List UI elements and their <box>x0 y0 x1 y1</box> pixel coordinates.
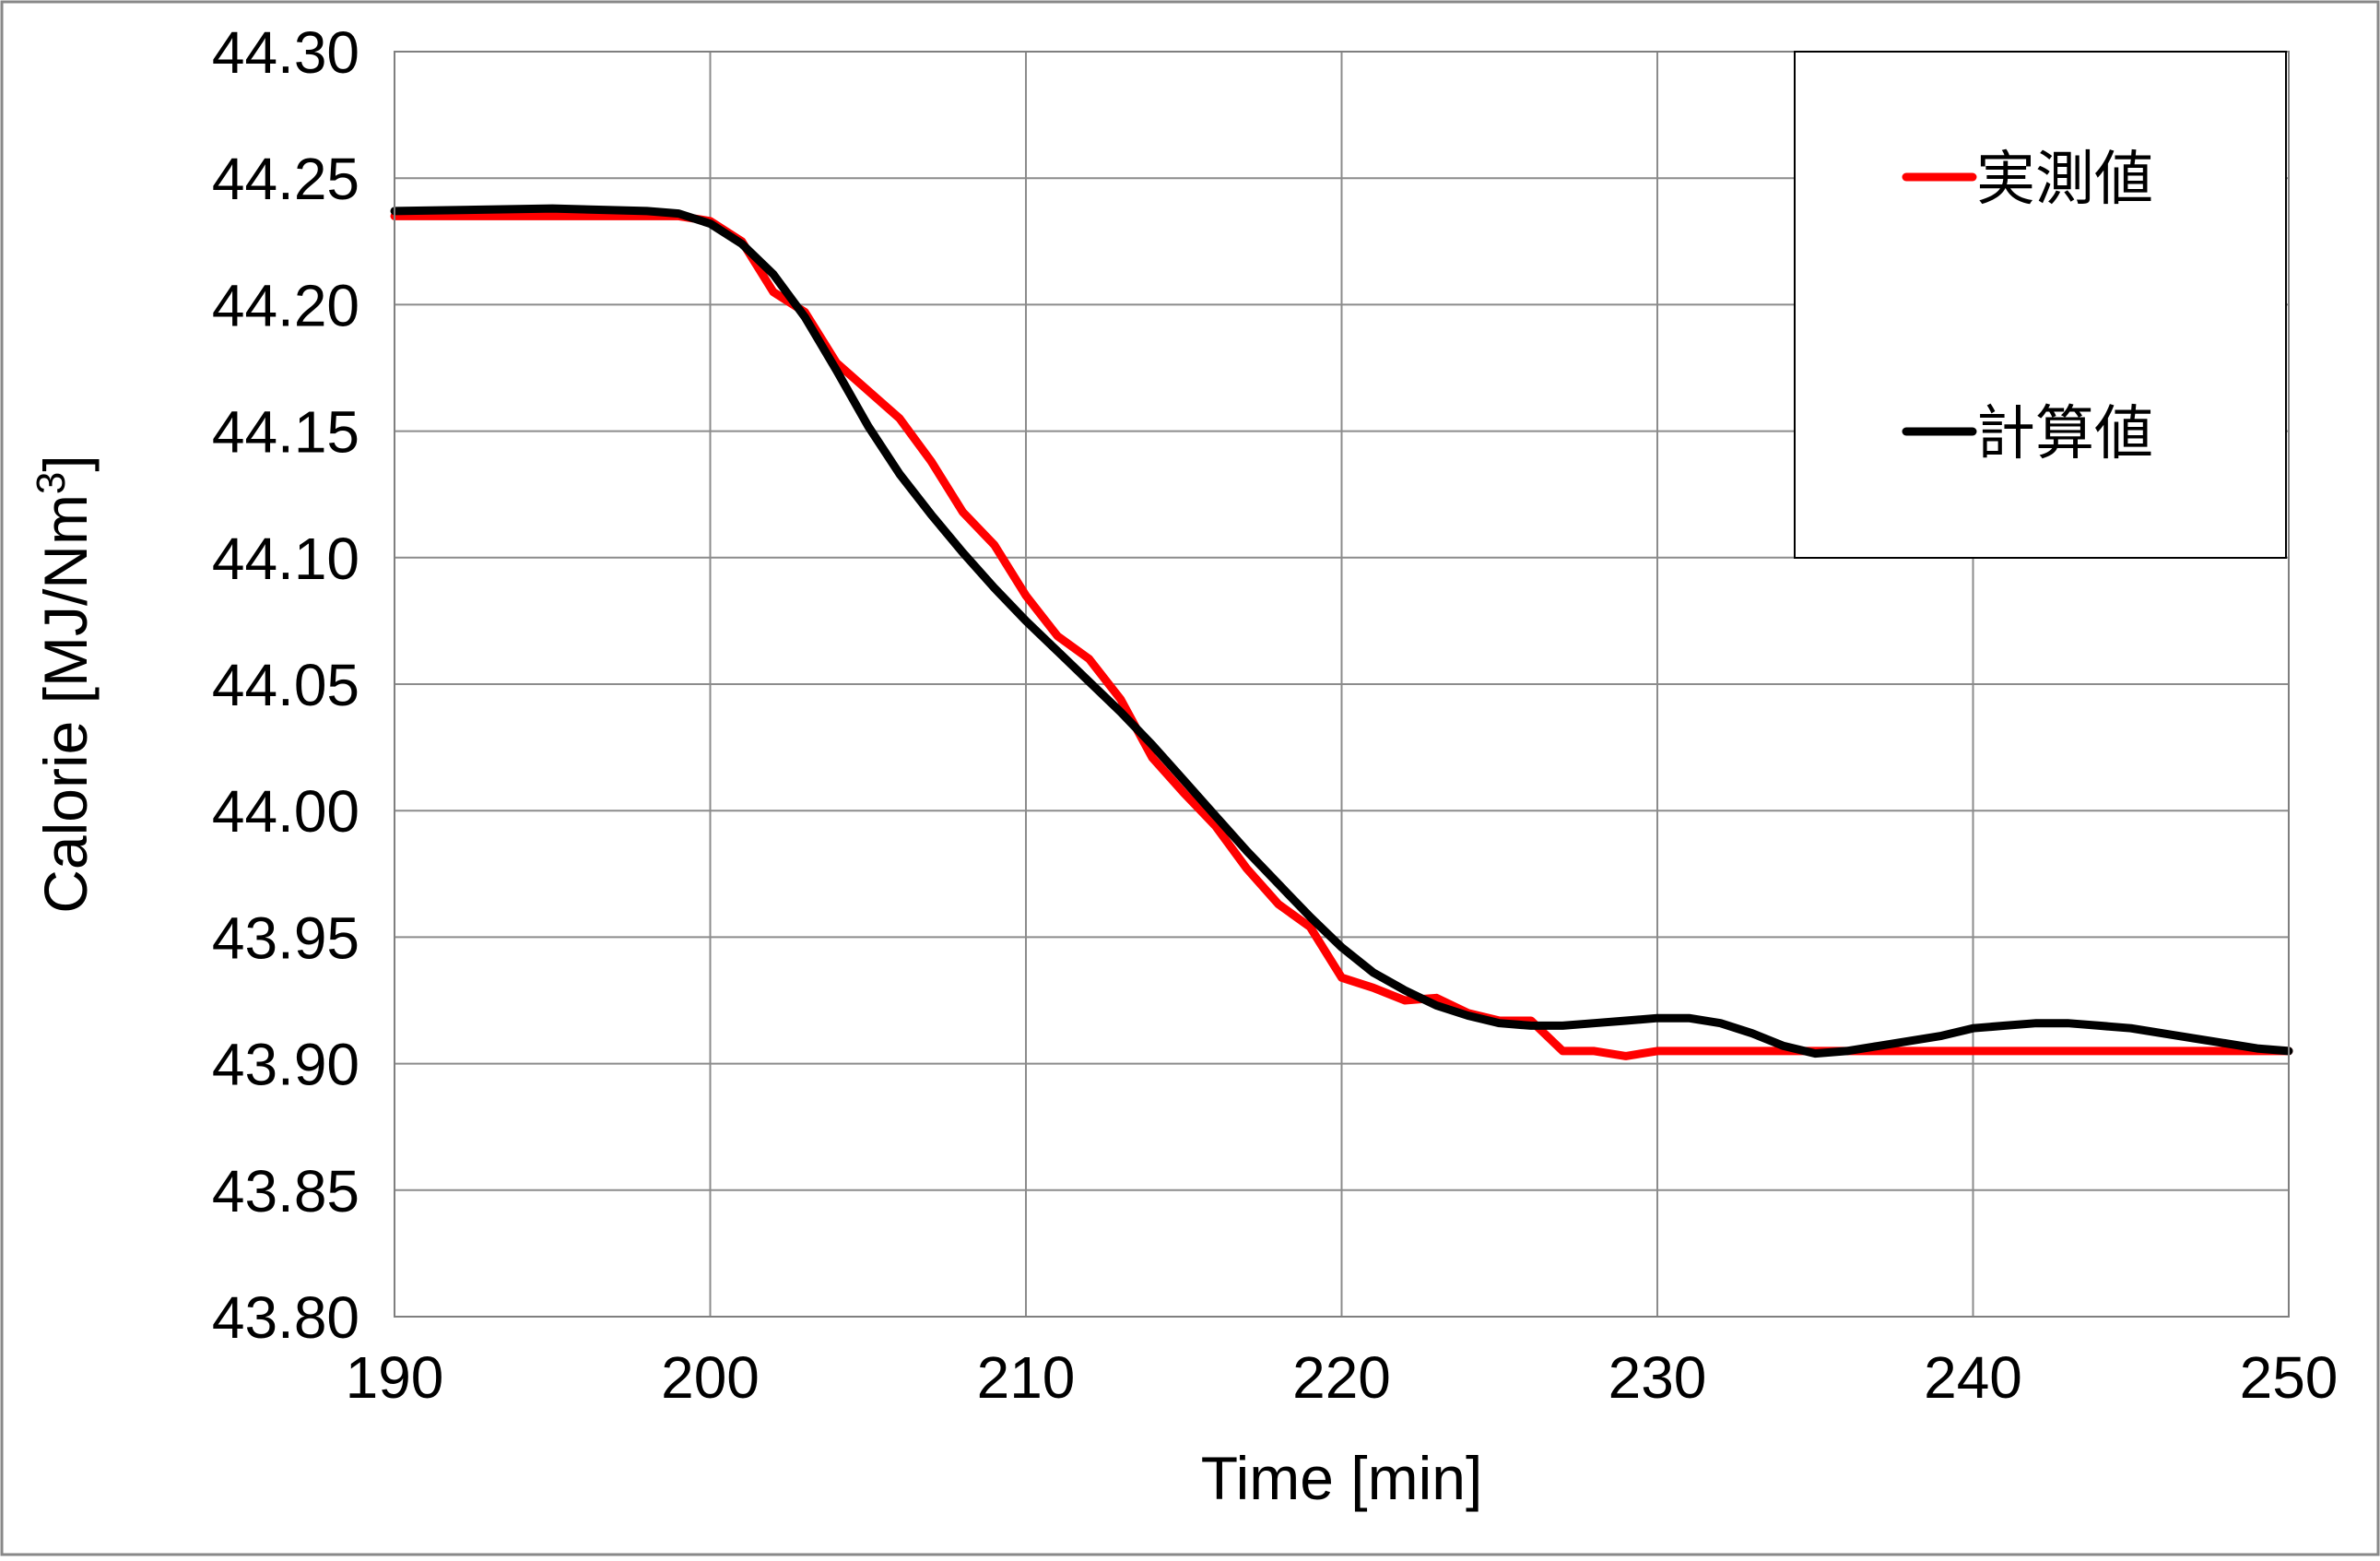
y-tick-label: 43.95 <box>212 905 359 971</box>
series-lines <box>390 204 2293 1060</box>
series-line <box>390 204 2293 1058</box>
plot-area-frame <box>394 51 2290 1318</box>
y-tick-label: 43.90 <box>212 1032 359 1098</box>
y-tick-label: 44.15 <box>212 399 359 466</box>
legend-box <box>1794 51 2287 559</box>
y-tick-label: 44.30 <box>212 19 359 86</box>
x-axis-label: Time [min] <box>1201 1444 1483 1512</box>
y-axis-label-suffix: ] <box>31 455 100 471</box>
y-tick-label: 44.00 <box>212 778 359 845</box>
y-tick-label: 44.20 <box>212 272 359 338</box>
x-tick-label: 210 <box>977 1344 1076 1411</box>
x-tick-label: 200 <box>661 1344 760 1411</box>
x-tick-label: 240 <box>1924 1344 2022 1411</box>
y-tick-label: 43.85 <box>212 1158 359 1224</box>
y-axis-tick-labels: 43.80 43.85 43.90 43.95 44.00 44.05 44.10 44.15… <box>212 19 359 1351</box>
x-tick-label: 250 <box>2240 1344 2339 1411</box>
x-tick-label: 190 <box>346 1344 444 1411</box>
legend-label: 計算値 <box>1976 400 2153 467</box>
y-tick-label: 44.10 <box>212 526 359 592</box>
y-axis-label-superscript: 3 <box>29 472 74 494</box>
y-tick-label: 44.05 <box>212 652 359 718</box>
y-axis-label-main: Calorie [MJ/Nm <box>31 494 100 914</box>
y-tick-label: 44.25 <box>212 146 359 212</box>
legend-label: 実測値 <box>1976 146 2153 212</box>
y-axis-label: Calorie [MJ/Nm3] <box>29 455 100 914</box>
x-tick-label: 220 <box>1292 1344 1391 1411</box>
x-tick-label: 230 <box>1608 1344 1707 1411</box>
x-axis-tick-labels: 190 200 210 220 230 240 250 <box>346 1344 2339 1411</box>
y-tick-label: 43.80 <box>212 1284 359 1351</box>
